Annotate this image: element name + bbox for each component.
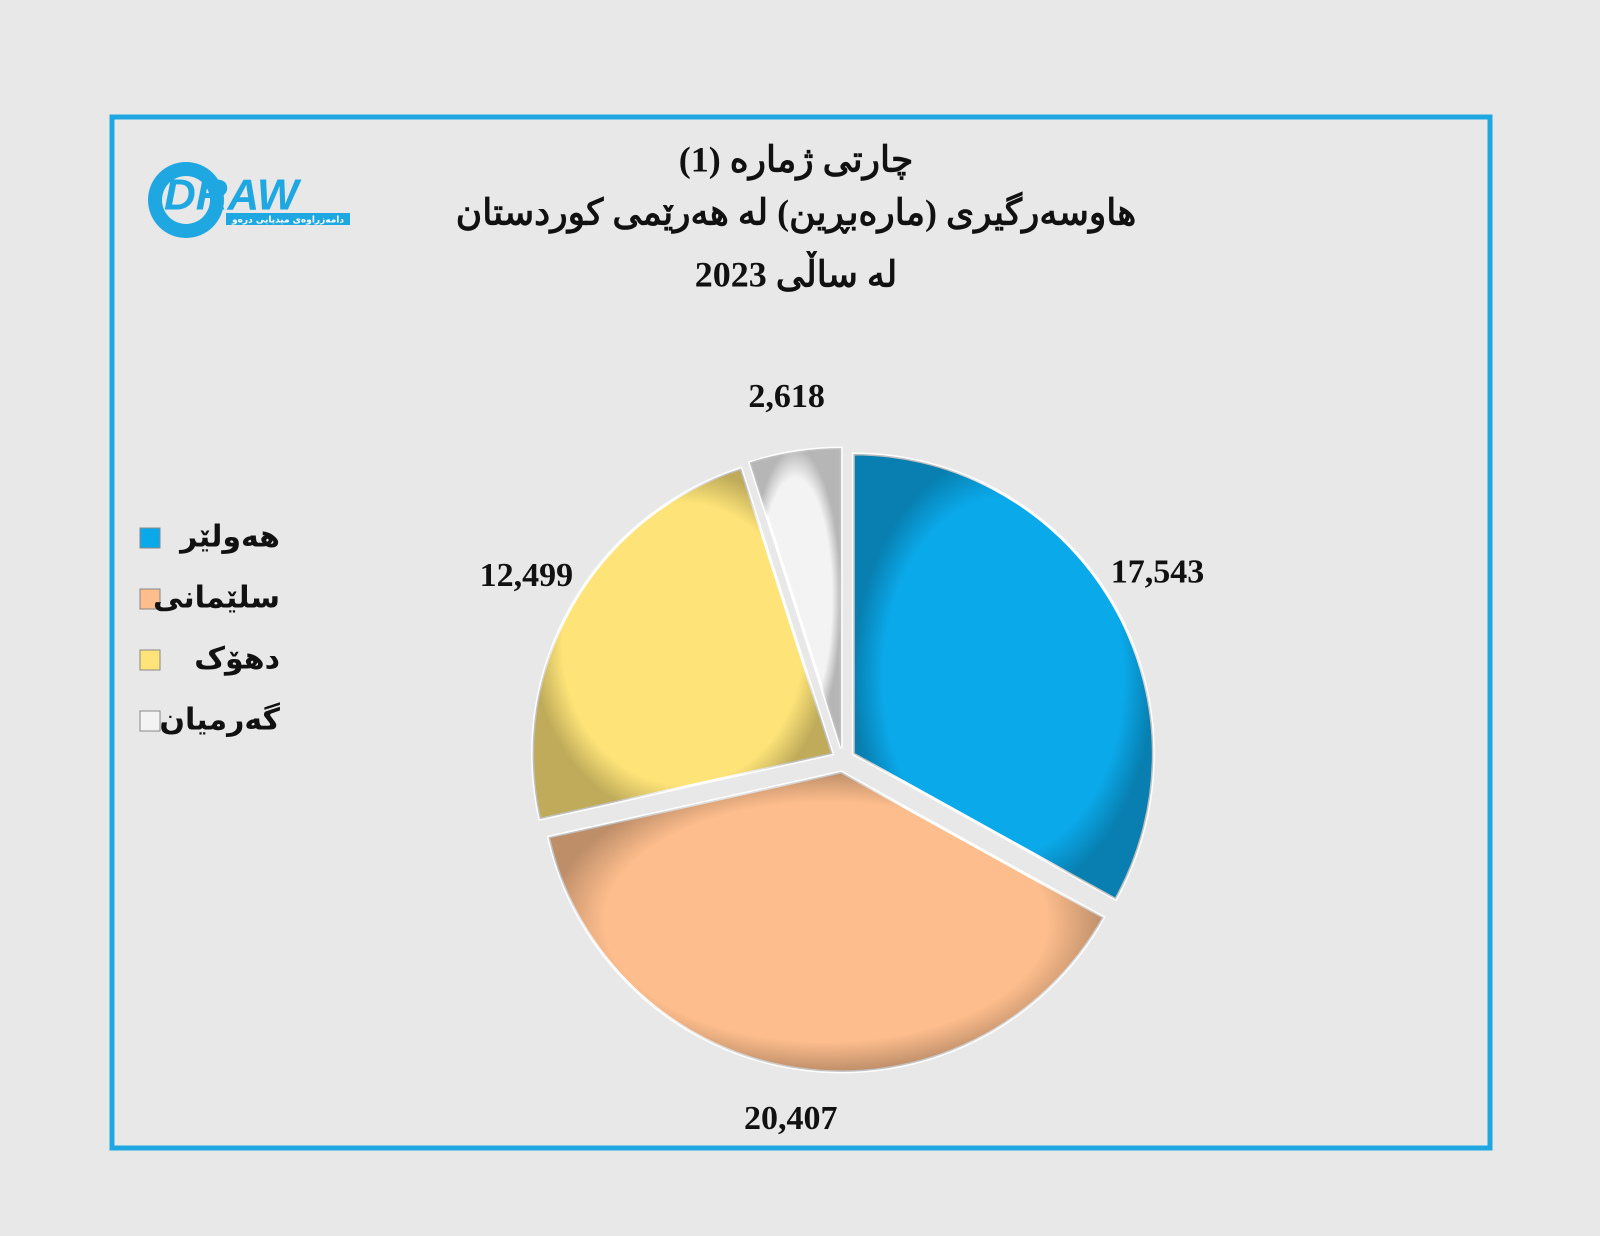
chart-title: هاوسەرگیری (مارەبڕین) لە هەرێمی کوردستان [456, 190, 1136, 234]
logo: DRAW دامەزراوەی میدیایی درەو [148, 162, 350, 238]
logo-tagline: دامەزراوەی میدیایی درەو [231, 216, 344, 226]
legend-swatch [139, 588, 161, 610]
data-label: 20,407 [744, 1100, 838, 1137]
legend-swatch [139, 649, 161, 671]
legend-swatch [139, 710, 161, 732]
legend-label: سلێمانی [153, 581, 280, 616]
logo-hole [162, 176, 210, 224]
frame [109, 114, 1493, 1151]
legend-label: گەرمیان [159, 702, 280, 738]
logo-bar [226, 213, 350, 225]
data-label: 12,499 [480, 557, 574, 594]
data-label: 2,618 [748, 378, 825, 415]
legend-label: هەولێر [178, 520, 280, 555]
data-label: 17,543 [1111, 554, 1205, 591]
logo-text: DRAW [164, 171, 302, 220]
legend-label: دهۆک [194, 642, 280, 677]
legend-swatch [139, 527, 161, 549]
chart-title: چارتی ژمارە (1) [679, 139, 914, 181]
chart-title: لە ساڵی 2023 [695, 250, 897, 294]
